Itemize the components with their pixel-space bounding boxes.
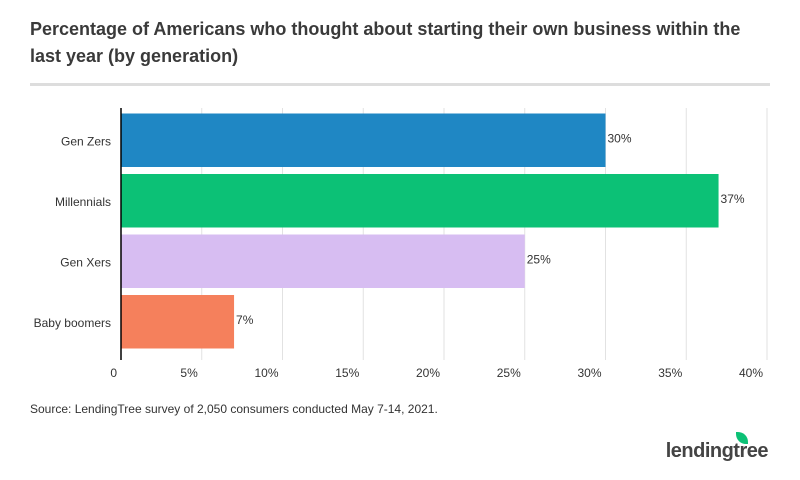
bar bbox=[121, 113, 606, 167]
x-tick-label: 25% bbox=[497, 366, 521, 380]
value-label: 37% bbox=[721, 192, 745, 206]
x-tick-label: 35% bbox=[658, 366, 682, 380]
bar bbox=[121, 174, 719, 228]
y-tick-label: Gen Zers bbox=[61, 134, 111, 148]
x-tick-label: 15% bbox=[335, 366, 359, 380]
source-note: Source: LendingTree survey of 2,050 cons… bbox=[30, 402, 438, 416]
y-tick-label: Millennials bbox=[55, 195, 111, 209]
logo-leaf bbox=[736, 432, 748, 444]
value-label: 7% bbox=[236, 313, 254, 327]
bar bbox=[121, 234, 525, 288]
value-label: 30% bbox=[608, 131, 632, 145]
x-tick-label: 0 bbox=[110, 366, 117, 380]
x-tick-label: 30% bbox=[577, 366, 601, 380]
chart-title: Percentage of Americans who thought abou… bbox=[30, 19, 741, 66]
y-tick-label: Baby boomers bbox=[34, 316, 111, 330]
logo: lendingtree bbox=[665, 440, 769, 462]
title-rule bbox=[30, 83, 770, 86]
x-tick-label: 5% bbox=[180, 366, 198, 380]
x-tick-label: 10% bbox=[254, 366, 278, 380]
value-label: 25% bbox=[527, 252, 551, 266]
y-tick-label: Gen Xers bbox=[60, 255, 111, 269]
x-tick-label: 20% bbox=[416, 366, 440, 380]
x-tick-label: 40% bbox=[739, 366, 763, 380]
bar bbox=[121, 295, 235, 349]
